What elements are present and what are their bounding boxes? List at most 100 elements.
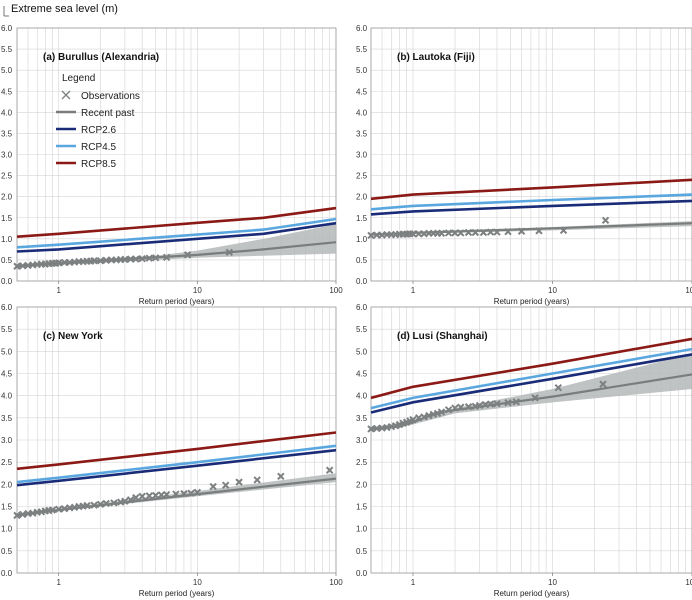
y-tick-label: 0.5 <box>356 547 368 556</box>
observation-point <box>55 259 63 267</box>
observation-point <box>471 228 480 237</box>
observation-point <box>493 228 501 236</box>
observation-point <box>531 394 539 402</box>
y-tick-label: 3.0 <box>356 151 368 160</box>
y-tick-label: 3.5 <box>1 414 13 423</box>
y-tick-label: 1.5 <box>1 503 13 512</box>
y-tick-label: 1.5 <box>356 214 368 223</box>
y-tick-label: 2.0 <box>1 480 13 489</box>
y-tick-label: 1.5 <box>1 214 13 223</box>
observation-point <box>145 492 153 500</box>
y-tick-label: 4.0 <box>356 392 368 401</box>
observation-point <box>475 401 484 410</box>
y-tick-label: 4.0 <box>356 108 368 117</box>
y-tick-label: 4.0 <box>1 392 13 401</box>
observation-point <box>138 254 146 263</box>
observation-point <box>504 227 512 236</box>
y-tick-label: 4.5 <box>356 370 368 379</box>
observation-point <box>83 501 91 510</box>
y-tick-label: 5.0 <box>356 347 368 356</box>
y-tick-label: 1.5 <box>356 503 368 512</box>
y-tick-label: 5.5 <box>356 325 368 334</box>
x-tick-label: 1 <box>411 578 416 587</box>
observation-point <box>325 466 334 474</box>
observation-point <box>55 505 63 513</box>
x-tick-label: 1 <box>57 578 62 587</box>
observation-point <box>479 228 488 237</box>
observation-point <box>415 414 423 422</box>
y-tick-label: 0.0 <box>356 277 368 286</box>
y-tick-label: 5.0 <box>1 66 13 75</box>
legend: Legend Observations Recent past RCP2.6 RCP4.… <box>56 73 140 170</box>
y-tick-label: 0.0 <box>1 569 13 578</box>
observation-point <box>504 399 512 407</box>
observation-point <box>162 490 171 499</box>
observation-point <box>451 229 459 237</box>
observation-point <box>599 380 607 388</box>
x-tick-label: 100 <box>329 578 343 587</box>
observation-point <box>121 497 129 505</box>
y-tick-label: 5.5 <box>1 325 13 334</box>
y-tick-label: 2.5 <box>1 172 13 181</box>
observation-point <box>225 248 234 257</box>
observation-point <box>151 491 160 500</box>
y-tick-label: 0.5 <box>1 256 13 265</box>
observation-point <box>235 478 243 486</box>
observation-point <box>183 251 192 259</box>
observation-point <box>464 228 473 237</box>
legend-label: Observations <box>81 91 140 102</box>
observation-point <box>126 496 135 504</box>
observation-point <box>559 226 568 235</box>
series-line-rcp4-5 <box>370 193 692 211</box>
y-tick-label: 2.0 <box>1 193 13 202</box>
y-tick-label: 5.5 <box>1 45 13 54</box>
observation-point <box>253 476 261 484</box>
y-tick-label: 3.5 <box>356 414 368 423</box>
y-tick-label: 1.0 <box>1 525 13 534</box>
y-tick-label: 3.5 <box>1 129 13 138</box>
y-tick-label: 4.5 <box>1 370 13 379</box>
series-line-rcp8-5 <box>16 206 337 238</box>
y-tick-label: 1.0 <box>356 525 368 534</box>
observation-point <box>486 400 495 408</box>
observation-point <box>486 228 495 236</box>
observation-point <box>96 257 105 265</box>
observation-point <box>90 257 98 265</box>
panel-title: (c) New York <box>43 331 103 342</box>
x-tick-label: 100 <box>685 286 692 295</box>
observation-point <box>221 481 230 489</box>
x-tick-label: 1 <box>57 286 62 295</box>
y-tick-label: 2.5 <box>356 458 368 467</box>
y-tick-label: 6.0 <box>1 24 13 33</box>
observation-point <box>132 255 140 263</box>
observation-point <box>132 493 140 502</box>
series-line-rcp8-5 <box>370 337 692 400</box>
y-tick-label: 6.0 <box>356 303 368 312</box>
y-tick-label: 2.5 <box>1 458 13 467</box>
observation-point <box>48 506 57 514</box>
y-tick-label: 2.0 <box>356 480 368 489</box>
observation-point <box>420 413 428 421</box>
y-tick-label: 3.5 <box>356 129 368 138</box>
observation-point <box>151 254 160 262</box>
y-tick-label: 3.0 <box>356 436 368 445</box>
y-tick-label: 5.5 <box>356 45 368 54</box>
x-tick-label: 10 <box>548 578 557 587</box>
y-tick-label: 4.5 <box>1 87 13 96</box>
observation-point <box>457 229 465 237</box>
observation-point <box>138 492 146 501</box>
observation-point <box>193 488 202 497</box>
observation-point <box>437 408 446 416</box>
observation-point <box>601 216 610 224</box>
observation-point <box>493 399 501 408</box>
y-tick-label: 1.0 <box>356 235 368 244</box>
legend-marker-observations <box>61 90 71 100</box>
panel-4: 0.0 0.5 1.0 1.5 2.0 2.5 3.0 3.5 4.0 4.5 5.0 5.5 6.0 1… <box>356 303 692 598</box>
series-line-rcp4-5 <box>370 347 692 410</box>
observation-point <box>367 425 375 433</box>
observation-point <box>180 489 188 498</box>
observation-point <box>512 398 520 406</box>
x-axis-label: Return period (years) <box>494 589 570 598</box>
y-tick-label: 4.0 <box>1 108 13 117</box>
observation-point <box>451 404 459 412</box>
